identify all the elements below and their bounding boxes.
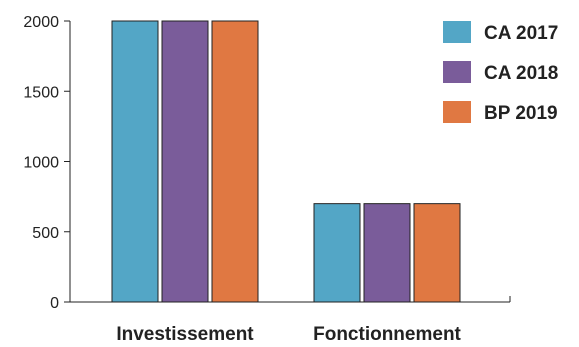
legend-swatch [443, 101, 471, 123]
legend: CA 2017 CA 2018 BP 2019 [443, 21, 558, 124]
y-tick-label: 1500 [23, 84, 59, 101]
bar-ca-2018-investissement [161, 20, 209, 303]
bar-ca-2017-investissement [111, 20, 159, 303]
legend-swatch [443, 61, 471, 83]
bar-ca-2018-fonctionnement [363, 203, 411, 303]
legend-label: BP 2019 [484, 103, 558, 124]
y-tick-label: 2000 [23, 14, 59, 31]
legend-swatch [443, 21, 471, 43]
y-tick-label: 500 [32, 225, 59, 242]
y-tick-label: 1000 [23, 155, 59, 172]
x-category-label: Investissement [116, 324, 254, 345]
category-labels: Investissement Fonctionnement [116, 324, 461, 345]
y-tick-label: 0 [50, 295, 59, 312]
x-category-label: Fonctionnement [313, 324, 461, 345]
legend-label: CA 2017 [484, 23, 558, 44]
legend-label: CA 2018 [484, 63, 558, 84]
bars [111, 20, 461, 303]
bar-bp-2019-investissement [211, 20, 259, 303]
bar-ca-2017-fonctionnement [313, 203, 361, 303]
bar-bp-2019-fonctionnement [413, 203, 461, 303]
y-axis: 0 500 1000 1500 2000 [23, 14, 71, 312]
